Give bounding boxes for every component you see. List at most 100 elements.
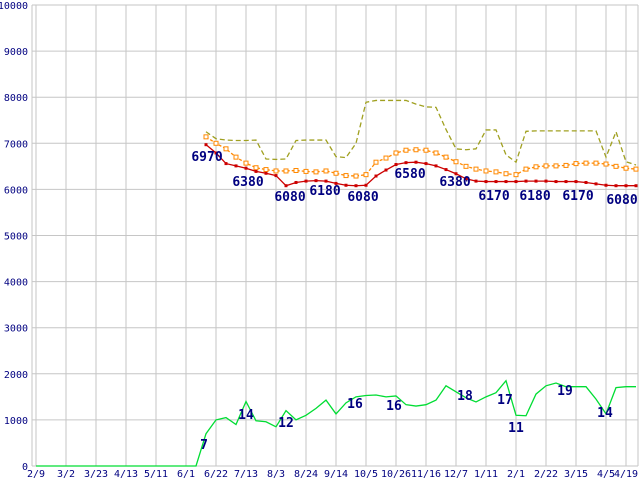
y-tick-label: 4000 [4,278,28,289]
x-tick-label: 7/13 [234,469,258,480]
marker-low-price-solid-red [284,184,288,188]
data-label: 14 [238,408,254,423]
series-low-price-solid-red [205,144,636,187]
data-label: 6080 [606,193,637,208]
x-tick-label: 2/1 [507,469,525,480]
marker-low-price-solid-red [524,179,528,183]
marker-average-price-dashed-orange [203,134,209,140]
marker-low-price-solid-red [634,184,638,188]
x-tick-label: 6/1 [177,469,195,480]
marker-low-price-solid-red [614,184,618,188]
marker-low-price-solid-red [324,179,328,183]
marker-average-price-dashed-orange [313,169,319,175]
marker-low-price-solid-red [354,184,358,188]
marker-low-price-solid-red [274,174,278,178]
marker-average-price-dashed-orange [503,171,509,177]
marker-low-price-solid-red [314,179,318,183]
y-tick-label: 10000 [0,1,28,12]
data-label: 6580 [394,167,425,182]
marker-low-price-solid-red [204,143,208,147]
marker-low-price-solid-red [384,168,388,172]
marker-low-price-solid-red [294,180,298,184]
data-label: 6080 [347,190,378,205]
marker-low-price-solid-red [244,166,248,170]
marker-low-price-solid-red [494,180,498,184]
marker-average-price-dashed-orange [373,159,379,165]
data-label: 14 [597,406,613,421]
marker-average-price-dashed-orange [273,168,279,174]
marker-average-price-dashed-orange [303,168,309,174]
x-tick-label: 10/26 [381,469,411,480]
marker-average-price-dashed-orange [223,146,229,152]
marker-low-price-solid-red [594,182,598,186]
marker-low-price-solid-red [484,180,488,184]
marker-low-price-solid-red [554,180,558,184]
marker-low-price-solid-red [584,180,588,184]
data-label: 11 [508,421,524,436]
x-tick-label: 8/24 [294,469,318,480]
marker-low-price-solid-red [444,168,448,172]
x-tick-label: 4/19 [614,469,638,480]
marker-low-price-solid-red [564,180,568,184]
y-tick-label: 5000 [4,232,28,243]
marker-average-price-dashed-orange [323,168,329,174]
marker-average-price-dashed-orange [633,166,639,172]
data-label: 6180 [519,189,550,204]
marker-average-price-dashed-orange [283,168,289,174]
data-label: 6080 [274,190,305,205]
marker-low-price-solid-red [574,180,578,184]
x-tick-label: 2/22 [534,469,558,480]
marker-average-price-dashed-orange [423,147,429,153]
marker-low-price-solid-red [224,162,228,166]
x-tick-label: 8/3 [267,469,285,480]
x-tick-label: 3/2 [57,469,75,480]
data-label: 19 [557,384,573,399]
y-tick-label: 9000 [4,47,28,58]
marker-low-price-solid-red [394,163,398,167]
data-label: 17 [497,393,513,408]
data-label: 16 [347,397,363,412]
marker-average-price-dashed-orange [603,161,609,167]
marker-average-price-dashed-orange [533,164,539,170]
series-high-price-dashed-olive [205,99,637,166]
marker-average-price-dashed-orange [383,155,389,161]
series-count-solid-green [36,379,636,467]
marker-low-price-solid-red [434,164,438,168]
marker-low-price-solid-red [424,162,428,166]
marker-low-price-solid-red [254,169,258,173]
x-tick-label: 4/5 [597,469,615,480]
marker-average-price-dashed-orange [353,173,359,179]
data-label: 7 [200,438,208,453]
marker-average-price-dashed-orange [233,154,239,160]
marker-average-price-dashed-orange [213,140,219,146]
marker-low-price-solid-red [234,164,238,168]
data-label: 6970 [191,150,222,165]
x-tick-label: 4/13 [114,469,138,480]
y-tick-label: 2000 [4,370,28,381]
marker-low-price-solid-red [624,184,628,188]
marker-average-price-dashed-orange [623,165,629,171]
marker-average-price-dashed-orange [513,172,519,178]
marker-average-price-dashed-orange [413,147,419,153]
marker-average-price-dashed-orange [483,168,489,174]
marker-low-price-solid-red [474,179,478,183]
x-tick-label: 1/11 [474,469,498,480]
x-tick-label: 6/22 [204,469,228,480]
y-tick-label: 7000 [4,139,28,150]
x-tick-label: 10/5 [354,469,378,480]
marker-average-price-dashed-orange [433,150,439,156]
marker-low-price-solid-red [604,183,608,187]
marker-average-price-dashed-orange [613,163,619,169]
marker-average-price-dashed-orange [553,163,559,169]
marker-average-price-dashed-orange [363,172,369,178]
x-tick-label: 3/15 [564,469,588,480]
marker-low-price-solid-red [504,180,508,184]
data-label: 18 [457,389,473,404]
marker-average-price-dashed-orange [403,147,409,153]
marker-average-price-dashed-orange [443,154,449,160]
marker-low-price-solid-red [344,183,348,187]
marker-average-price-dashed-orange [293,167,299,173]
y-tick-label: 8000 [4,93,28,104]
marker-average-price-dashed-orange [583,160,589,166]
marker-low-price-solid-red [304,179,308,183]
